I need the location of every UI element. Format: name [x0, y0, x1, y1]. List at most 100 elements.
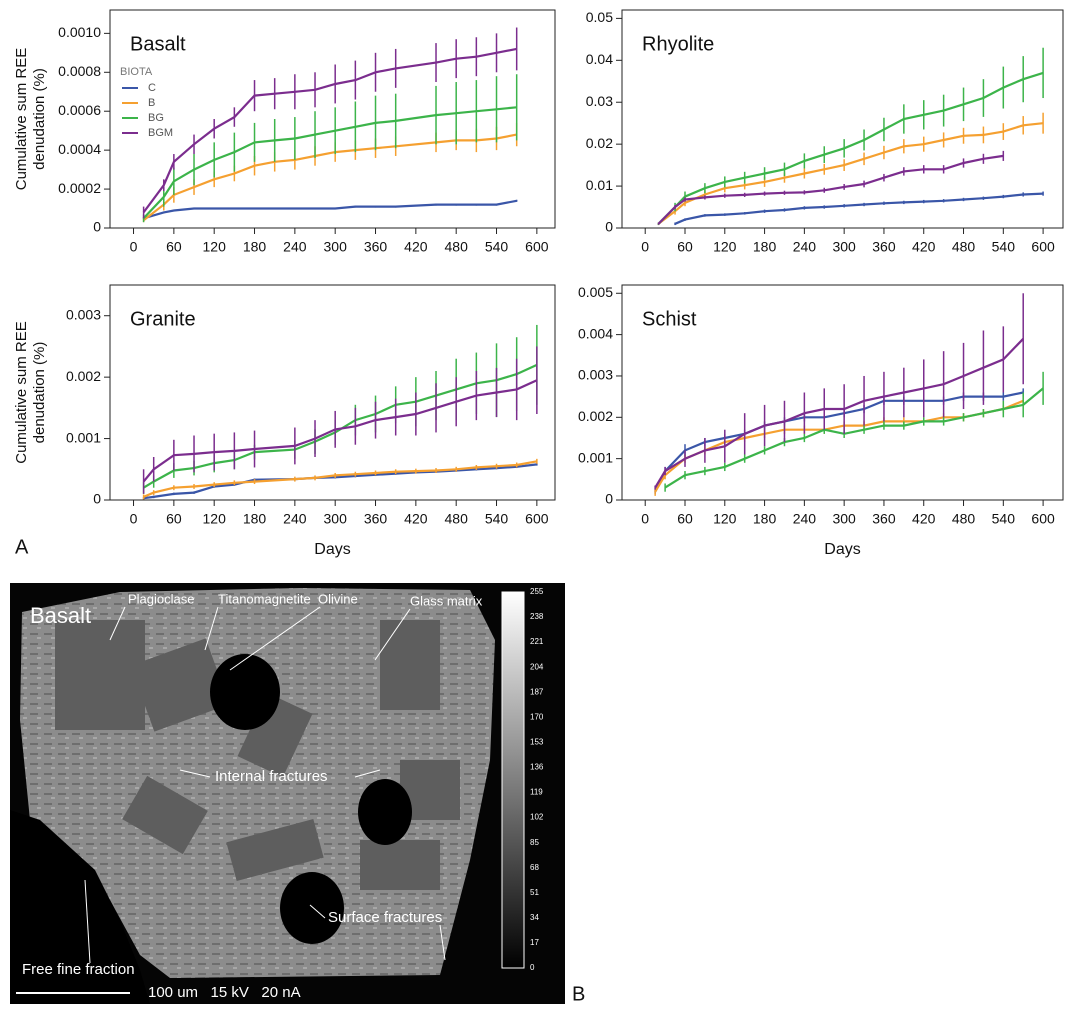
y-axis-label: denudation (%) — [31, 68, 48, 170]
chart-title: Rhyolite — [642, 33, 714, 55]
x-tick-label: 180 — [753, 511, 777, 527]
y-tick-label: 0.0004 — [58, 141, 101, 157]
annotation: Plagioclase — [128, 591, 195, 606]
y-tick-label: 0.005 — [578, 284, 613, 300]
chart-title: Basalt — [130, 33, 186, 55]
x-tick-label: 540 — [992, 239, 1016, 255]
x-tick-label: 60 — [166, 511, 182, 527]
chart: 0 0.001 0.002 0.003 0 60 120 180 240 300 360 420 480… — [13, 284, 556, 558]
series-line — [142, 379, 538, 483]
colorbar-tick-label: 170 — [530, 712, 544, 721]
y-tick-label: 0.003 — [578, 367, 613, 383]
y-tick-label: 0.001 — [66, 429, 101, 445]
series-line — [674, 192, 1044, 225]
y-tick-label: 0 — [93, 491, 101, 507]
colorbar-tick-label: 221 — [530, 637, 544, 646]
x-tick-label: 180 — [243, 511, 267, 527]
x-tick-label: 300 — [832, 239, 856, 255]
x-tick-label: 240 — [283, 511, 307, 527]
annotation: Olivine — [318, 591, 358, 606]
x-tick-label: 0 — [641, 239, 649, 255]
annotation: Surface fractures — [328, 909, 442, 926]
y-tick-label: 0.003 — [66, 306, 101, 322]
y-tick-label: 0.0002 — [58, 180, 101, 196]
series-line — [142, 133, 517, 222]
x-tick-label: 540 — [485, 511, 509, 527]
legend-label: BGM — [148, 127, 173, 139]
series-line — [664, 387, 1044, 489]
leader-lines — [84, 606, 446, 964]
x-tick-label: 360 — [364, 511, 388, 527]
x-tick-label: 60 — [166, 239, 182, 255]
series-line — [654, 338, 1024, 489]
y-tick-label: 0.001 — [578, 449, 613, 465]
colorbar-tick-label: 204 — [530, 662, 544, 671]
y-axis-label: Cumulative sum REE — [13, 321, 30, 464]
annotation: Glass matrix — [410, 593, 483, 608]
y-tick-label: 0.0010 — [58, 24, 101, 40]
panel-label: B — [572, 983, 585, 1005]
x-tick-label: 420 — [404, 511, 428, 527]
x-tick-label: 300 — [324, 511, 348, 527]
plot-frame — [109, 284, 556, 501]
image-title: Basalt — [30, 603, 91, 628]
x-tick-label: 60 — [677, 239, 693, 255]
x-tick-label: 360 — [872, 239, 896, 255]
sem-image: Basalt Plagioclase Titanomagnetite Olivi… — [10, 583, 565, 1004]
colorbar-tick-label: 68 — [530, 863, 539, 872]
vesicles — [10, 654, 412, 1004]
panel-label: A — [15, 536, 29, 558]
colorbar-tick-label: 102 — [530, 813, 544, 822]
colorbar-tick-label: 187 — [530, 687, 544, 696]
x-tick-label: 120 — [713, 511, 737, 527]
x-tick-label: 240 — [283, 239, 307, 255]
colorbar-tick-label: 17 — [530, 938, 539, 947]
series-line — [143, 460, 538, 498]
chart: 0 0.0002 0.0004 0.0006 0.0008 0.0010 0 60 120 180… — [13, 9, 556, 255]
y-tick-label: 0 — [93, 219, 101, 235]
x-tick-label: 0 — [641, 511, 649, 527]
x-tick-label: 600 — [525, 239, 549, 255]
colorbar-tick-label: 136 — [530, 763, 544, 772]
x-tick-label: 420 — [912, 511, 936, 527]
annotation: Free fine fraction — [22, 961, 135, 978]
x-tick-label: 480 — [952, 239, 976, 255]
x-axis-label: Days — [824, 541, 860, 558]
y-tick-label: 0.01 — [586, 177, 613, 193]
colorbar-tick-label: 85 — [530, 838, 539, 847]
legend-label: C — [148, 82, 156, 94]
y-tick-label: 0 — [605, 491, 613, 507]
x-tick-label: 0 — [130, 511, 138, 527]
x-tick-label: 600 — [1031, 239, 1055, 255]
x-tick-label: 420 — [912, 239, 936, 255]
y-tick-label: 0.05 — [586, 9, 613, 25]
x-tick-label: 300 — [324, 239, 348, 255]
y-tick-label: 0.0006 — [58, 102, 101, 118]
series-line — [657, 71, 1044, 225]
plot-frame — [109, 9, 556, 229]
x-tick-label: 240 — [793, 239, 817, 255]
x-tick-label: 540 — [485, 239, 509, 255]
y-tick-label: 0.004 — [578, 325, 613, 341]
series-line — [657, 154, 1004, 225]
x-tick-label: 480 — [952, 511, 976, 527]
series-line — [143, 463, 538, 500]
y-tick-label: 0.0008 — [58, 63, 101, 79]
y-tick-label: 0.002 — [578, 408, 613, 424]
x-tick-label: 600 — [525, 511, 549, 527]
y-tick-label: 0.04 — [586, 51, 613, 67]
chart-title: Granite — [130, 308, 196, 330]
colorbar-tick-label: 34 — [530, 913, 539, 922]
x-tick-label: 540 — [992, 511, 1016, 527]
legend-label: B — [148, 97, 155, 109]
chart: 0 0.001 0.002 0.003 0.004 0.005 0 60 120 180 240 30… — [578, 284, 1064, 558]
x-tick-label: 120 — [203, 239, 227, 255]
y-axis-label: Cumulative sum REE — [13, 48, 30, 191]
colorbar-tick-label: 119 — [530, 788, 543, 797]
y-tick-label: 0.02 — [586, 135, 613, 151]
y-tick-label: 0.03 — [586, 93, 613, 109]
y-tick-label: 0 — [605, 219, 613, 235]
legend-label: BG — [148, 112, 164, 124]
x-tick-label: 120 — [713, 239, 737, 255]
